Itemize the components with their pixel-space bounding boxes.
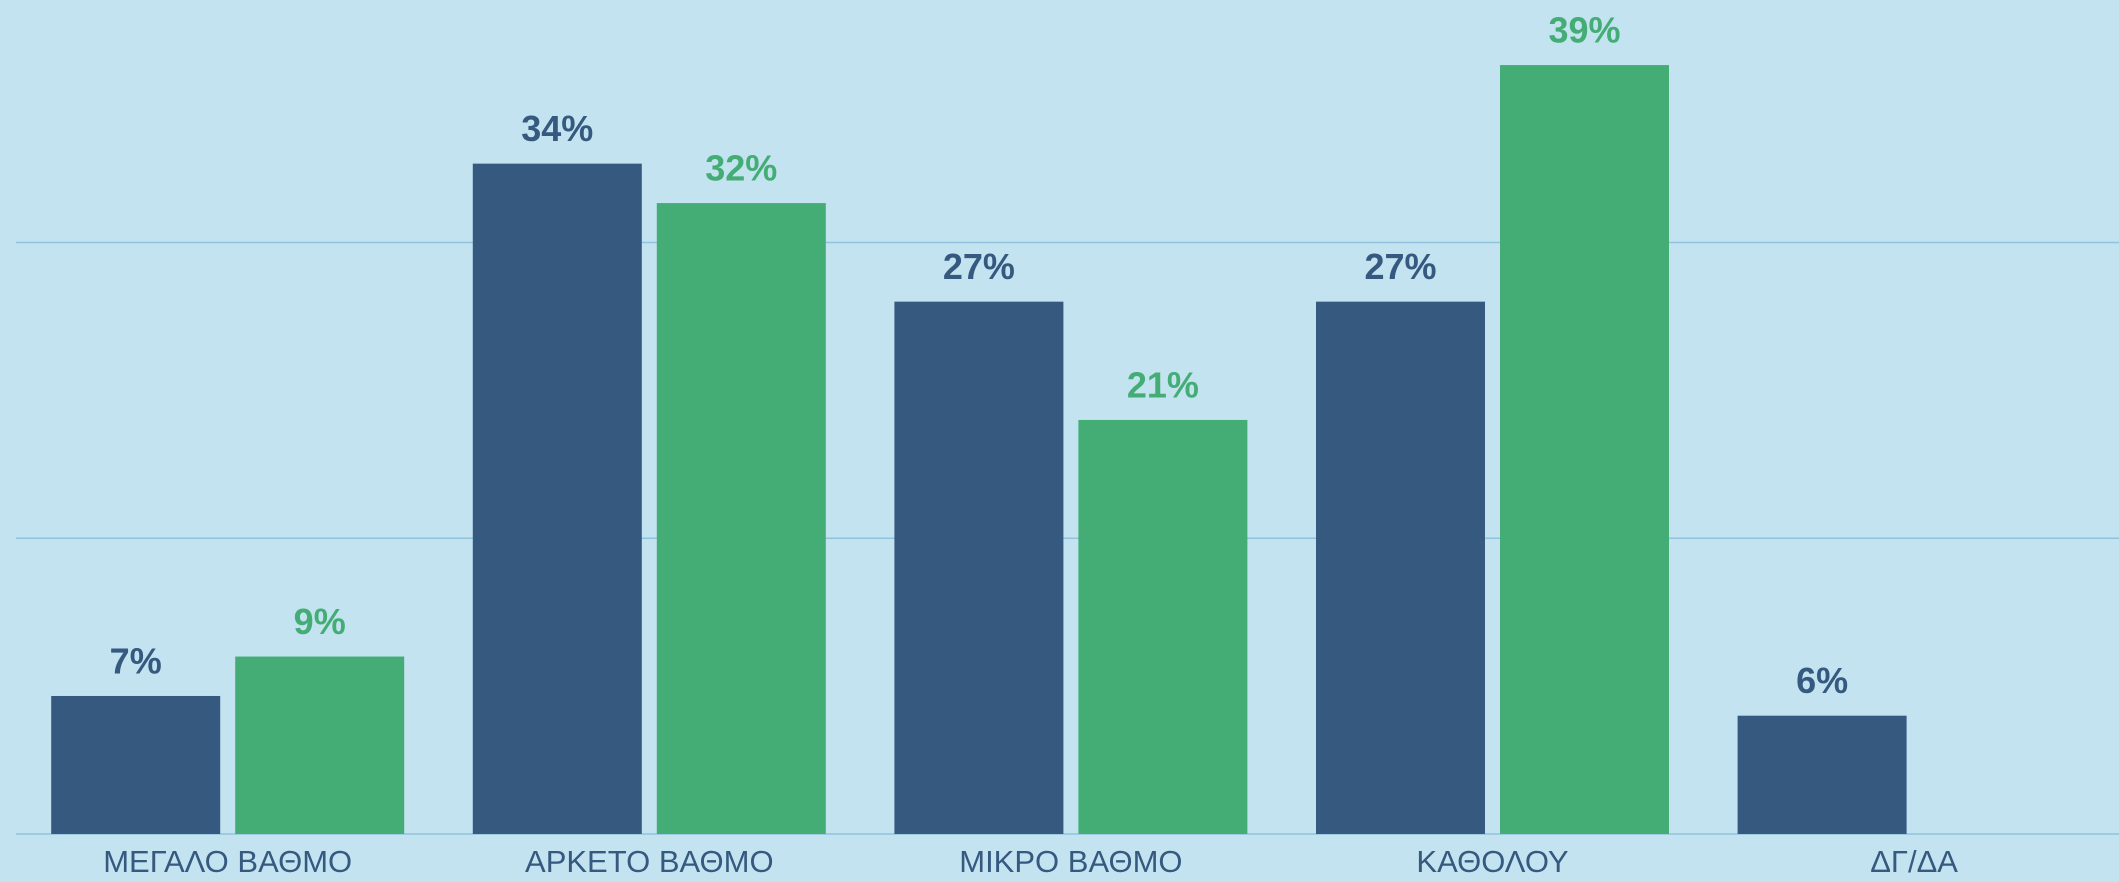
bar <box>656 203 826 835</box>
x-tick-label: ΔΓ/ΔΑ <box>1870 844 1958 879</box>
value-label: 9% <box>294 601 346 642</box>
bar <box>1316 301 1485 835</box>
bar <box>472 163 642 834</box>
value-label: 27% <box>943 246 1015 287</box>
x-tick-label: ΑΡΚΕΤΟ ΒΑΘΜΟ <box>525 844 774 879</box>
value-label: 32% <box>705 148 777 189</box>
bar <box>894 301 1064 835</box>
value-label: 39% <box>1548 10 1620 51</box>
x-tick-label: ΚΑΘΟΛΟΥ <box>1416 844 1568 879</box>
value-label: 21% <box>1127 364 1199 405</box>
x-tick-label: ΜΙΚΡΟ ΒΑΘΜΟ <box>959 844 1182 879</box>
value-label: 6% <box>1796 660 1848 701</box>
bar <box>1500 65 1669 834</box>
bar <box>1737 715 1907 834</box>
bar <box>1078 419 1248 834</box>
bar <box>235 656 405 834</box>
x-tick-label: ΜΕΓΑΛΟ ΒΑΘΜΟ <box>103 844 352 879</box>
value-label: 7% <box>110 641 162 682</box>
bar <box>51 695 221 834</box>
value-label: 34% <box>521 108 593 149</box>
value-label: 27% <box>1364 246 1436 287</box>
